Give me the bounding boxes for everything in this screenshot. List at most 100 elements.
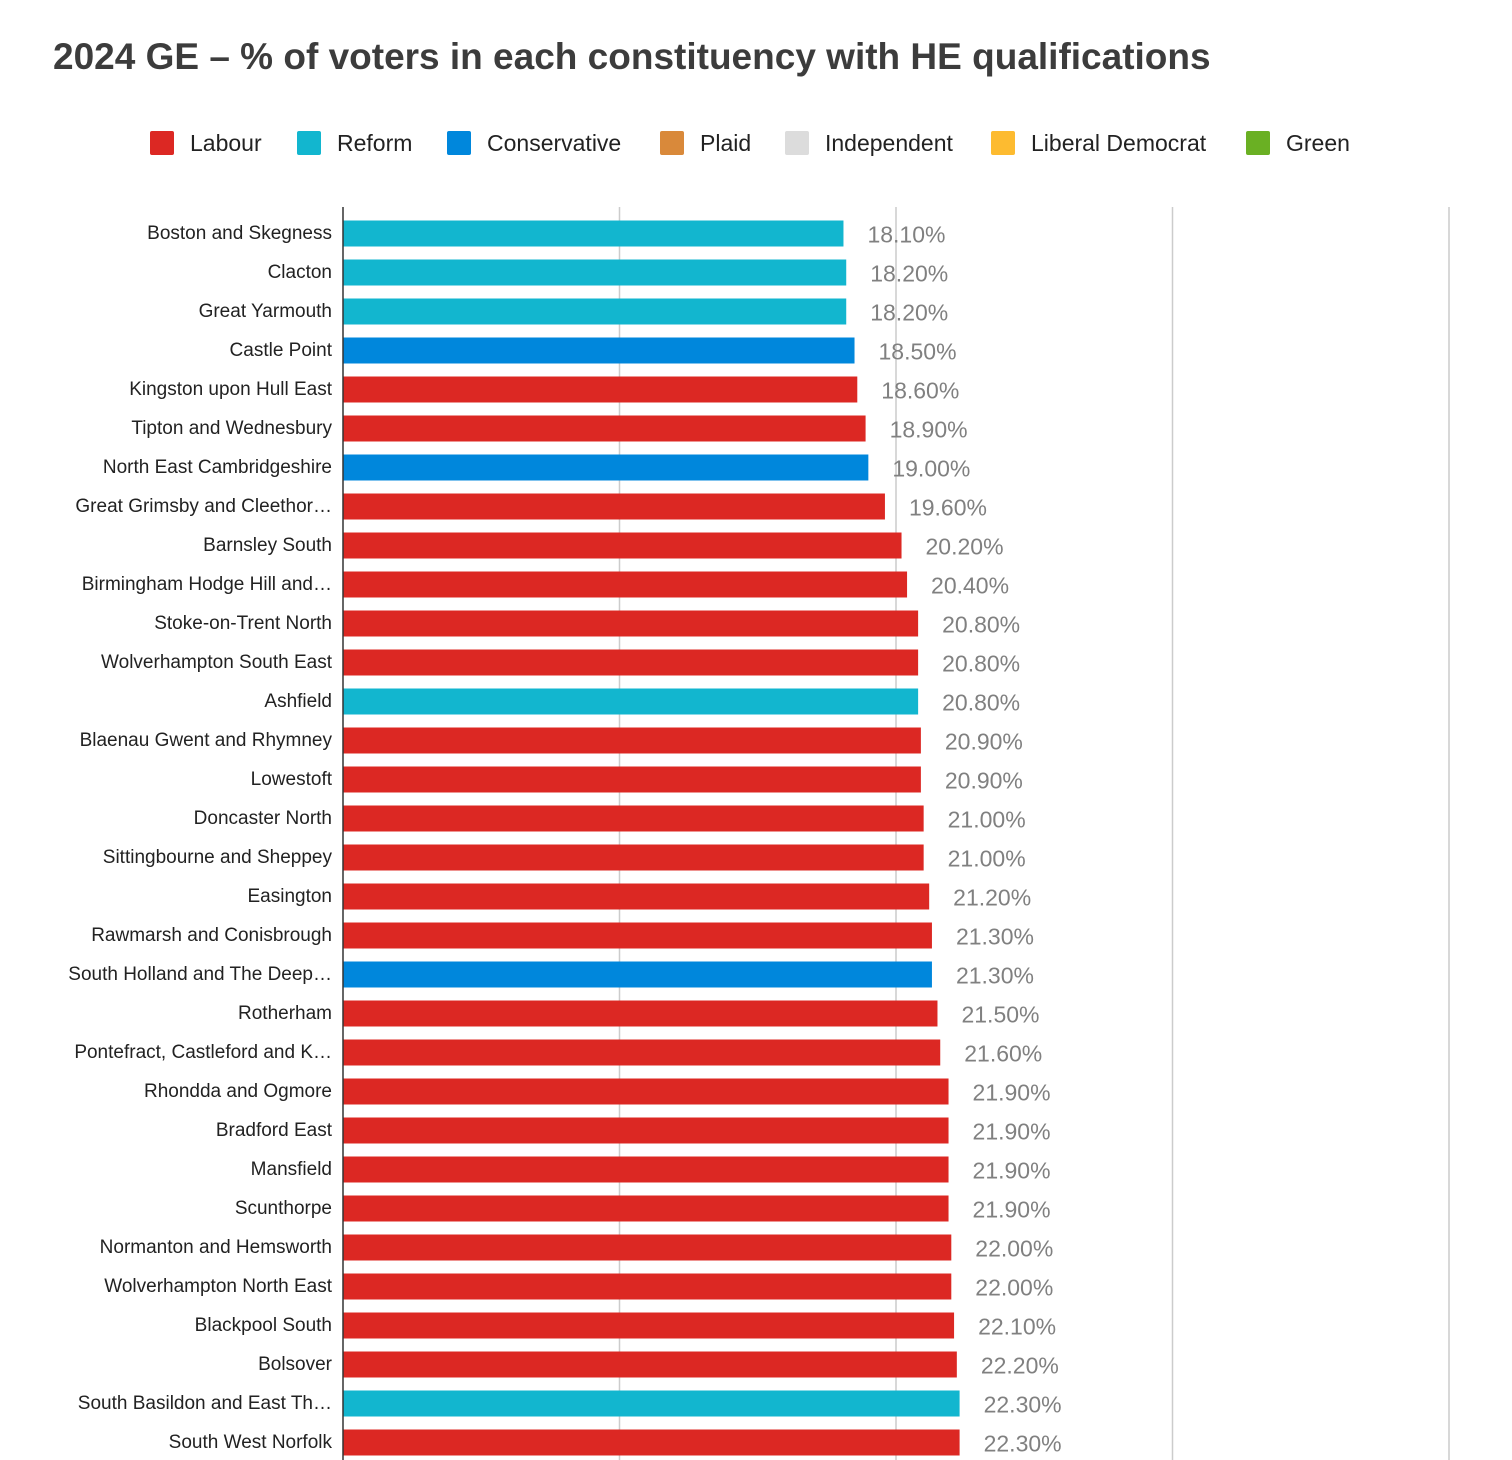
bar xyxy=(343,1039,941,1066)
value-label: 19.00% xyxy=(892,456,970,482)
bar xyxy=(343,1195,949,1222)
legend-item-green: Green xyxy=(1246,126,1350,160)
category-label: Rawmarsh and Conisbrough xyxy=(91,925,332,946)
category-label: Bolsover xyxy=(258,1354,333,1375)
bar xyxy=(343,376,858,403)
value-label: 21.90% xyxy=(973,1197,1051,1223)
bar xyxy=(343,1234,952,1261)
value-label: 21.30% xyxy=(956,924,1034,950)
category-label: Blackpool South xyxy=(195,1315,332,1336)
value-label: 21.30% xyxy=(956,963,1034,989)
legend-label-plaid: Plaid xyxy=(700,129,752,156)
bar xyxy=(343,805,924,832)
value-label: 21.90% xyxy=(973,1119,1051,1145)
bar xyxy=(343,961,932,988)
bar xyxy=(343,610,919,637)
bar xyxy=(343,1429,960,1456)
value-label: 22.30% xyxy=(984,1392,1062,1418)
bar xyxy=(343,1390,960,1417)
bar xyxy=(343,649,919,676)
value-label: 20.90% xyxy=(945,729,1023,755)
legend-swatch-labour xyxy=(150,131,174,155)
value-label: 18.50% xyxy=(879,339,957,365)
category-label: Rotherham xyxy=(238,1003,332,1024)
value-label: 22.10% xyxy=(978,1314,1056,1340)
legend-label-green: Green xyxy=(1286,129,1350,156)
chart-title: 2024 GE – % of voters in each constituen… xyxy=(53,36,1211,77)
category-label: Scunthorpe xyxy=(235,1198,332,1219)
bar xyxy=(343,571,908,598)
value-label: 20.90% xyxy=(945,768,1023,794)
value-label: 19.60% xyxy=(909,495,987,521)
value-label: 22.00% xyxy=(975,1236,1053,1262)
legend-item-plaid: Plaid xyxy=(660,126,751,160)
category-label: Mansfield xyxy=(251,1159,332,1180)
category-label: Tipton and Wednesbury xyxy=(131,418,332,439)
bar xyxy=(343,922,932,949)
bar xyxy=(343,493,885,520)
category-label: North East Cambridgeshire xyxy=(103,457,332,478)
value-label: 18.20% xyxy=(870,261,948,287)
category-label: Birmingham Hodge Hill and… xyxy=(82,574,332,595)
category-label: Pontefract, Castleford and K… xyxy=(74,1042,332,1063)
category-label: Wolverhampton North East xyxy=(104,1276,332,1297)
bar xyxy=(343,454,869,481)
category-label: South Holland and The Deep… xyxy=(68,964,332,985)
legend: Labour Reform Conservative Plaid Independent… xyxy=(0,126,1512,160)
category-label: Great Grimsby and Cleethor… xyxy=(75,496,332,517)
value-label: 20.80% xyxy=(942,612,1020,638)
category-label: Ashfield xyxy=(264,691,332,712)
category-label: Stoke-on-Trent North xyxy=(154,613,332,634)
legend-swatch-plaid xyxy=(660,131,684,155)
legend-label-liberal-democrat: Liberal Democrat xyxy=(1031,129,1207,156)
bar xyxy=(343,883,930,910)
bar xyxy=(343,532,902,559)
category-label: Wolverhampton South East xyxy=(101,652,333,673)
category-label: Sittingbourne and Sheppey xyxy=(103,847,333,868)
legend-label-reform: Reform xyxy=(337,129,413,156)
value-label: 21.20% xyxy=(953,885,1031,911)
value-label: 21.60% xyxy=(964,1041,1042,1067)
legend-item-independent: Independent xyxy=(785,126,953,160)
category-label: Normanton and Hemsworth xyxy=(100,1237,332,1258)
value-label: 22.20% xyxy=(981,1353,1059,1379)
category-label: Boston and Skegness xyxy=(147,223,332,244)
bar xyxy=(343,337,855,364)
legend-swatch-independent xyxy=(785,131,809,155)
bar xyxy=(343,415,866,442)
legend-item-labour: Labour xyxy=(150,126,262,160)
value-label: 18.20% xyxy=(870,300,948,326)
category-label: Barnsley South xyxy=(203,535,332,556)
legend-item-liberal-democrat: Liberal Democrat xyxy=(991,126,1206,160)
category-label: South Basildon and East Th… xyxy=(78,1393,332,1414)
value-label: 20.80% xyxy=(942,651,1020,677)
legend-item-conservative: Conservative xyxy=(447,126,621,160)
value-label: 20.40% xyxy=(931,573,1009,599)
value-label: 21.00% xyxy=(948,807,1026,833)
value-label: 18.60% xyxy=(881,378,959,404)
bar xyxy=(343,298,847,325)
bar xyxy=(343,727,921,754)
value-label: 21.50% xyxy=(961,1002,1039,1028)
legend-swatch-reform xyxy=(297,131,321,155)
legend-label-independent: Independent xyxy=(825,129,953,156)
category-label: Clacton xyxy=(268,262,332,283)
bar xyxy=(343,220,844,247)
category-label: Lowestoft xyxy=(251,769,333,790)
legend-item-reform: Reform xyxy=(297,126,412,160)
category-label: Doncaster North xyxy=(194,808,332,829)
value-label: 21.90% xyxy=(973,1080,1051,1106)
value-label: 18.90% xyxy=(890,417,968,443)
bar xyxy=(343,259,847,286)
value-label: 20.80% xyxy=(942,690,1020,716)
legend-swatch-liberal-democrat xyxy=(991,131,1015,155)
category-label: Castle Point xyxy=(230,340,333,361)
value-label: 22.30% xyxy=(984,1431,1062,1457)
category-label: Great Yarmouth xyxy=(199,301,332,322)
category-label: Blaenau Gwent and Rhymney xyxy=(80,730,333,751)
bar xyxy=(343,1117,949,1144)
bar xyxy=(343,1078,949,1105)
legend-swatch-green xyxy=(1246,131,1270,155)
bar xyxy=(343,766,921,793)
value-label: 18.10% xyxy=(867,222,945,248)
